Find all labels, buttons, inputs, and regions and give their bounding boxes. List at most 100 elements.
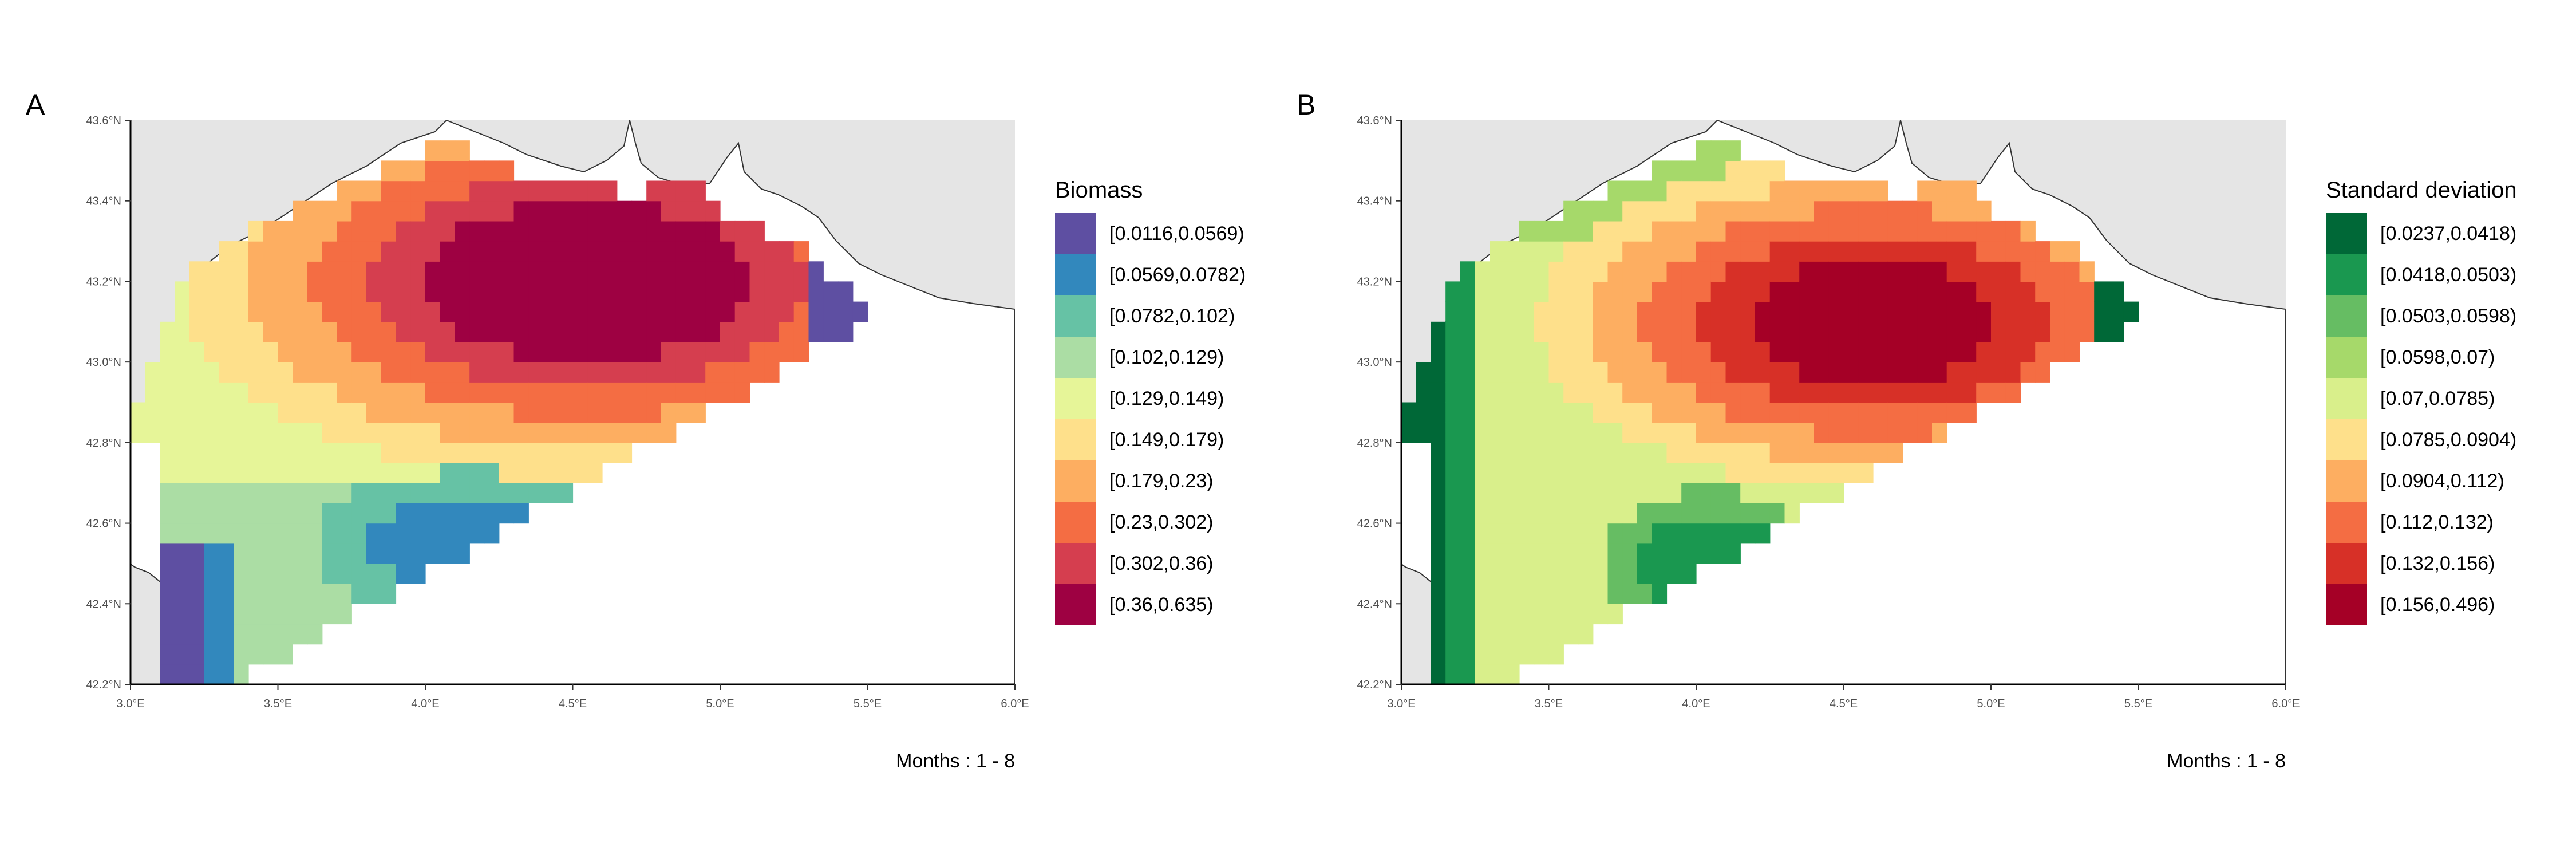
panel-a-raster-cell [602, 241, 618, 262]
panel-b-raster-cell [1578, 261, 1594, 282]
panel-a-raster-cell [646, 321, 662, 342]
panel-a-raster-cell [381, 402, 397, 423]
panel-a-raster-cell [337, 241, 352, 262]
panel-b-raster-cell [1976, 301, 1992, 322]
panel-a-raster-cell [145, 382, 161, 403]
panel-b-raster-cell [1769, 483, 1785, 503]
panel-b-raster-cell [1578, 422, 1594, 443]
panel-b-raster-cell [1416, 362, 1432, 383]
panel-a-raster-cell [410, 503, 426, 524]
panel-a-raster-cell [572, 180, 588, 202]
panel-b-raster-cell [1696, 160, 1712, 182]
panel-b-raster-cell [1725, 281, 1741, 302]
panel-b-raster-cell [1961, 261, 1977, 282]
panel-b-raster-cell [1622, 422, 1638, 443]
panel-a-legend-label: [0.0782,0.102) [1109, 305, 1235, 327]
panel-a-raster-cell [175, 402, 190, 423]
panel-a-raster-cell [543, 301, 559, 322]
panel-b-raster-cell [1637, 200, 1653, 222]
panel-a-raster-cell [749, 281, 765, 302]
panel-a-raster-cell [263, 483, 279, 503]
panel-a-raster-cell [484, 422, 500, 443]
panel-b-raster-cell [1843, 321, 1859, 342]
panel-b-raster-cell [1445, 422, 1461, 443]
panel-b-raster-cell [1799, 402, 1815, 423]
panel-a-raster-cell [160, 644, 175, 665]
panel-a-raster-cell [513, 362, 529, 383]
panel-b-raster-cell [1490, 624, 1505, 645]
panel-b-x-tick-label: 6.0°E [2271, 698, 2300, 710]
panel-b-raster-cell [2109, 321, 2124, 342]
panel-a-raster-cell [307, 624, 323, 645]
panel-a-raster-cell [381, 463, 397, 483]
panel-a-raster-cell [381, 362, 397, 383]
panel-b-raster-cell [1858, 402, 1874, 423]
panel-b-raster-cell [1563, 301, 1579, 322]
panel-b-raster-cell [1681, 483, 1697, 503]
panel-a-raster-cell [705, 261, 721, 282]
panel-a-raster-cell [528, 261, 544, 282]
panel-a-raster-cell [749, 301, 765, 322]
panel-a-y-tick-label: 42.8°N [86, 437, 121, 450]
panel-a-raster-cell [381, 261, 397, 282]
panel-b-raster-cell [1637, 543, 1653, 564]
panel-a-raster-cell [690, 321, 706, 342]
panel-b-raster-cell [1769, 422, 1785, 443]
panel-b-raster-cell [1652, 301, 1668, 322]
panel-b-raster-cell [1784, 321, 1800, 342]
panel-a-raster-cell [410, 362, 426, 383]
panel-b-raster-cell [1725, 261, 1741, 282]
panel-b-raster-cell [1696, 281, 1712, 302]
panel-a-raster-cell [631, 281, 647, 302]
panel-a-raster-cell [469, 523, 485, 544]
panel-a-raster-cell [440, 442, 456, 463]
panel-a-raster-cell [396, 523, 411, 544]
panel-a-raster-cell [440, 402, 456, 423]
panel-a-raster-cell [204, 523, 220, 544]
panel-b-raster-cell [1445, 604, 1461, 625]
panel-a-raster-cell [499, 422, 515, 443]
panel-a-raster-cell [234, 563, 249, 584]
panel-a-raster-cell [307, 422, 323, 443]
panel-a-x-tick-label: 4.5°E [559, 698, 587, 710]
panel-a-raster-cell [661, 200, 677, 222]
panel-b-raster-cell [1725, 140, 1741, 161]
panel-a-raster-cell [425, 342, 441, 362]
panel-b-raster-cell [1519, 342, 1535, 362]
panel-b-raster-cell [2064, 261, 2080, 282]
panel-a-raster-cell [499, 402, 515, 423]
panel-a-raster-cell [351, 422, 367, 443]
panel-b-raster-cell [2005, 241, 2021, 262]
panel-b-raster-cell [1681, 442, 1697, 463]
panel-b-raster-cell [1799, 342, 1815, 362]
panel-b-raster-cell [1490, 301, 1505, 322]
panel-a-raster-cell [484, 321, 500, 342]
panel-a-raster-cell [734, 301, 750, 322]
panel-b-raster-cell [1814, 382, 1830, 403]
panel-a-raster-cell [587, 261, 603, 282]
panel-a-raster-cell [440, 543, 456, 564]
panel-b-raster-cell [1431, 543, 1446, 564]
panel-b-legend-swatch [2326, 460, 2367, 502]
panel-a-raster-cell [175, 463, 190, 483]
panel-b-y-tick-label: 42.8°N [1357, 437, 1392, 450]
panel-a-raster-cell [587, 342, 603, 362]
panel-b-raster-cell [1696, 321, 1712, 342]
panel-a-raster-cell [234, 402, 249, 423]
panel-b-raster-cell [1755, 523, 1771, 544]
panel-b-raster-cell [1548, 563, 1564, 584]
panel-a-raster-cell [484, 241, 500, 262]
panel-a-raster-cell [484, 200, 500, 222]
panel-b-raster-cell [1490, 362, 1505, 383]
panel-b-legend: [0.0237,0.0418)[0.0418,0.0503)[0.0503,0.… [2326, 213, 2516, 625]
panel-b-raster-cell [1681, 402, 1697, 423]
panel-a-raster-cell [455, 261, 470, 282]
panel-b-raster-cell [1475, 664, 1491, 684]
panel-a-raster-cell [543, 442, 559, 463]
panel-a-raster-cell [160, 523, 175, 544]
panel-a-raster-cell [572, 200, 588, 222]
panel-b-tag: B [1297, 89, 1315, 121]
panel-a-raster-cell [720, 281, 736, 302]
panel-a-raster-cell [219, 463, 234, 483]
panel-b-raster-cell [1652, 584, 1668, 604]
